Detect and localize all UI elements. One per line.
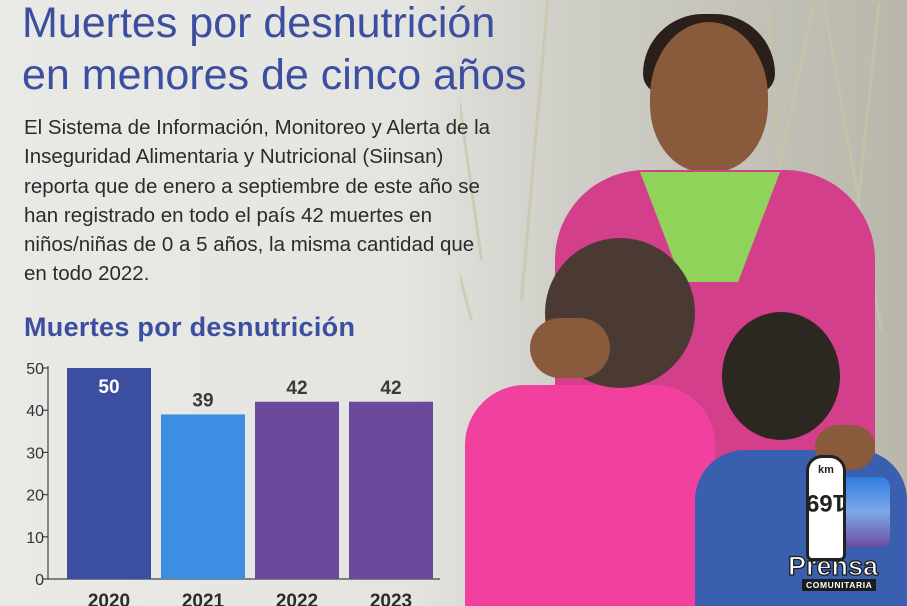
body-text: El Sistema de Información, Monitoreo y A… — [24, 116, 491, 286]
km-sign-icon: km 169 — [806, 455, 846, 561]
photo-figure — [465, 385, 715, 606]
photo-figure — [530, 318, 610, 378]
page-title: Muertes por desnutrición en menores de c… — [22, 0, 526, 101]
x-tick-label-2022: 2022 — [276, 591, 318, 606]
data-label-2023: 42 — [380, 378, 401, 399]
y-tick-label: 0 — [35, 572, 44, 589]
title-line-2: en menores de cinco años — [22, 51, 527, 99]
bar-chart: 0 10 20 30 40 50 50 2020 39 2021 42 2022 42 2023 — [26, 361, 440, 606]
logo-subtitle: COMUNITARIA — [802, 579, 877, 591]
data-label-2022: 42 — [286, 378, 307, 399]
y-tick-label: 20 — [26, 488, 44, 505]
bar-2023 — [349, 401, 433, 579]
background-photo — [460, 0, 907, 606]
data-label-2021: 39 — [192, 390, 213, 411]
x-tick-label-2020: 2020 — [88, 591, 130, 606]
y-tick-label: 10 — [26, 530, 44, 547]
bar-2020 — [67, 368, 151, 579]
x-tick-label-2023: 2023 — [370, 591, 412, 606]
chart-title: Muertes por desnutrición — [24, 312, 356, 342]
bar-2021 — [161, 414, 245, 579]
logo-number: 169 — [805, 489, 847, 517]
prensa-comunitaria-logo: km 169 Prensa COMUNITARIA — [787, 455, 898, 597]
photo-figure — [650, 22, 768, 172]
x-tick-label-2021: 2021 — [182, 591, 225, 606]
title-line-1: Muertes por desnutrición — [22, 0, 496, 47]
logo-brand: Prensa — [787, 550, 879, 581]
photo-figure — [722, 312, 840, 440]
y-tick-label: 50 — [26, 361, 44, 378]
y-tick-label: 40 — [26, 403, 44, 420]
data-label-2020: 50 — [98, 377, 119, 398]
bar-2022 — [255, 401, 339, 579]
logo-km: km — [818, 464, 834, 476]
y-tick-label: 30 — [26, 445, 44, 462]
